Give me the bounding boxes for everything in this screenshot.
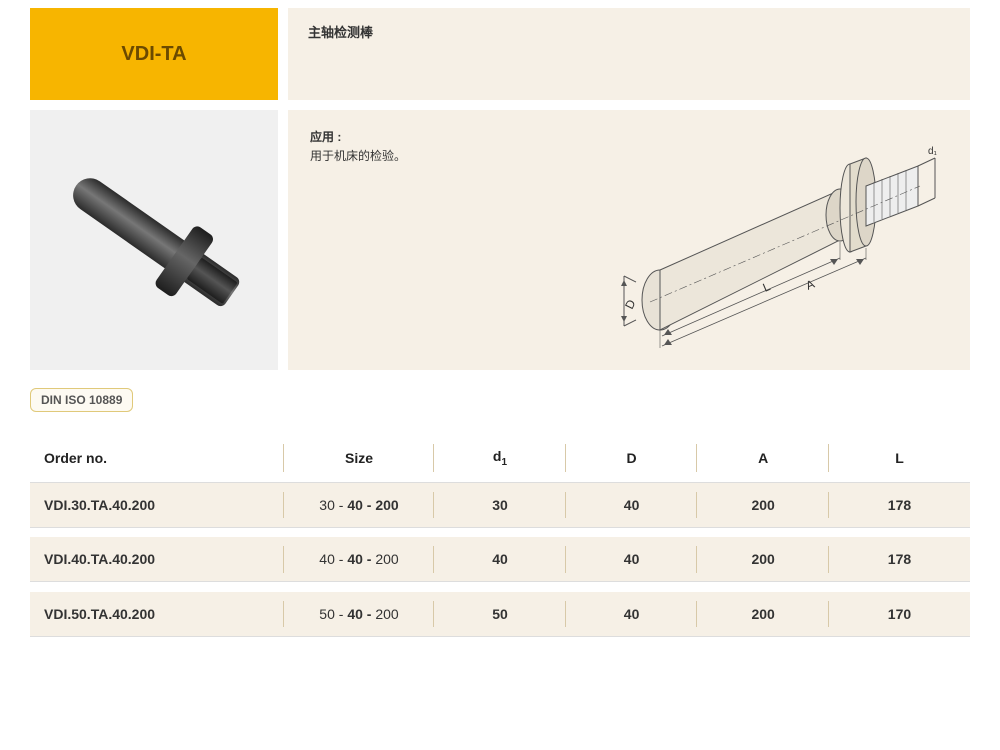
table-row: VDI.40.TA.40.20040 - 40 - 2004040200178 <box>30 537 970 582</box>
col-A: A <box>697 434 829 482</box>
figure-row: 应用 : 用于机床的检验。 d₁ <box>30 110 970 370</box>
product-code: VDI-TA <box>121 43 186 66</box>
dim-label-A: A <box>804 277 817 293</box>
cell-d1: 50 <box>434 592 566 637</box>
spec-table: Order no. Size d1 D A L VDI.30.TA.40.200… <box>30 434 970 646</box>
cell-L: 178 <box>829 482 970 527</box>
technical-drawing: d₁ D L A <box>590 130 950 350</box>
cell-A: 200 <box>697 482 829 527</box>
description-panel: 应用 : 用于机床的检验。 d₁ <box>288 110 970 370</box>
header-row: VDI-TA 主轴检测棒 <box>30 8 970 100</box>
cell-size: 50 - 40 - 200 <box>284 592 434 637</box>
col-order-no: Order no. <box>30 434 284 482</box>
cell-D: 40 <box>566 482 698 527</box>
cell-L: 178 <box>829 537 970 582</box>
cell-A: 200 <box>697 537 829 582</box>
cell-order-no: VDI.50.TA.40.200 <box>30 592 284 637</box>
cell-d1: 40 <box>434 537 566 582</box>
col-d1: d1 <box>434 434 566 482</box>
cell-d1: 30 <box>434 482 566 527</box>
cell-A: 200 <box>697 592 829 637</box>
standard-tag: DIN ISO 10889 <box>30 388 133 412</box>
col-D: D <box>566 434 698 482</box>
title-panel: 主轴检测棒 <box>288 8 970 100</box>
product-photo-panel <box>30 110 278 370</box>
cell-size: 40 - 40 - 200 <box>284 537 434 582</box>
cell-L: 170 <box>829 592 970 637</box>
cell-D: 40 <box>566 537 698 582</box>
standard-tag-row: DIN ISO 10889 <box>30 388 970 434</box>
cell-size: 30 - 40 - 200 <box>284 482 434 527</box>
table-row: VDI.50.TA.40.20050 - 40 - 2005040200170 <box>30 592 970 637</box>
product-code-badge: VDI-TA <box>30 8 278 100</box>
dim-label-d1: d₁ <box>928 146 938 157</box>
cell-order-no: VDI.40.TA.40.200 <box>30 537 284 582</box>
cell-D: 40 <box>566 592 698 637</box>
test-bar-render <box>66 172 241 309</box>
spec-table-body: VDI.30.TA.40.20030 - 40 - 2003040200178V… <box>30 482 970 646</box>
dim-label-D: D <box>622 297 639 311</box>
col-size: Size <box>284 434 434 482</box>
product-title-cn: 主轴检测棒 <box>308 25 373 40</box>
dim-label-L: L <box>761 279 773 295</box>
col-L: L <box>829 434 970 482</box>
spec-table-header: Order no. Size d1 D A L <box>30 434 970 482</box>
cell-order-no: VDI.30.TA.40.200 <box>30 482 284 527</box>
table-row: VDI.30.TA.40.20030 - 40 - 2003040200178 <box>30 482 970 527</box>
